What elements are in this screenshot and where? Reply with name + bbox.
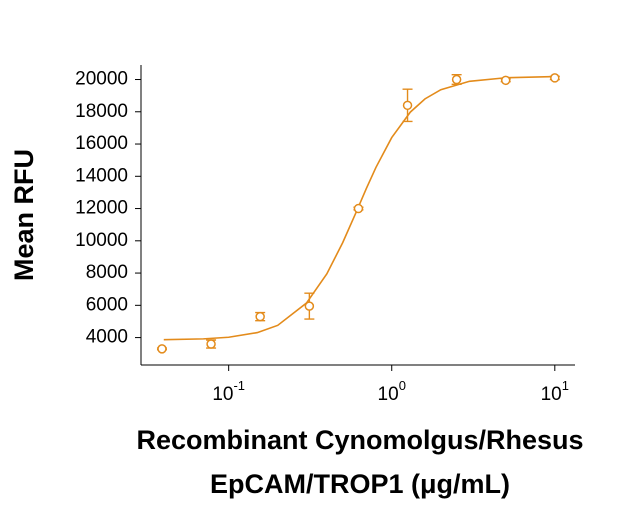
y-tick-label: 18000 [75, 101, 128, 122]
data-point [353, 203, 364, 214]
y-axis-title: Mean RFU [9, 149, 39, 281]
x-tick-label: 10-1 [212, 378, 245, 405]
data-point [550, 73, 560, 83]
x-axis-title: EpCAM/TROP1 (μg/mL) [210, 469, 510, 499]
y-tick-label: 12000 [75, 198, 128, 219]
x-tick-base: 10 [378, 384, 399, 405]
data-point [206, 339, 216, 349]
data-point [304, 301, 315, 311]
data-point [500, 75, 511, 86]
x-tick-base: 10 [212, 384, 233, 405]
x-tick-label: 101 [541, 378, 569, 405]
data-point [451, 74, 462, 85]
y-tick-label: 20000 [75, 69, 128, 90]
y-tick-label: 8000 [86, 262, 128, 283]
x-tick-exponent: 1 [562, 378, 569, 393]
data-point [157, 344, 167, 354]
x-tick-exponent: 0 [399, 378, 406, 393]
y-tick-label: 14000 [75, 165, 128, 186]
x-tick-base: 10 [541, 384, 562, 405]
x-tick-exponent: -1 [233, 378, 245, 393]
y-tick-label: 4000 [86, 327, 128, 348]
x-tick-label: 100 [378, 378, 406, 405]
y-tick-label: 6000 [86, 294, 128, 315]
y-tick-label: 16000 [75, 133, 128, 154]
data-point [255, 311, 265, 322]
y-tick-label: 10000 [75, 230, 128, 251]
fit-curve [163, 75, 555, 341]
x-axis-title: Recombinant Cynomolgus/Rhesus [136, 425, 583, 455]
data-point [402, 100, 413, 111]
